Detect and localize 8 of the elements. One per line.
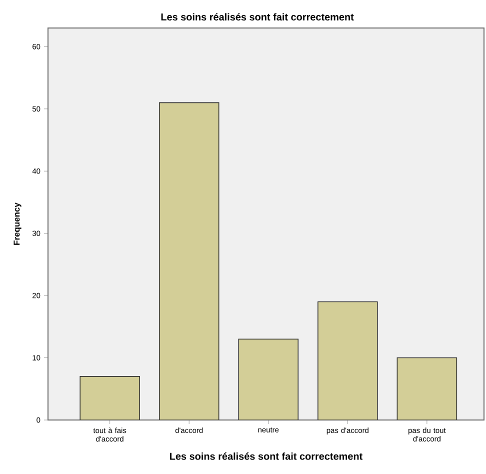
bar (158, 102, 220, 420)
bar (396, 357, 458, 420)
x-axis-title: Les soins réalisés sont fait correctement (170, 452, 362, 460)
bar (80, 376, 140, 420)
y-axis-title: Frequency (14, 202, 22, 245)
bar (318, 301, 378, 420)
chart-title: Les soins réalisés sont fait correctement (161, 13, 354, 21)
bar (238, 339, 298, 420)
